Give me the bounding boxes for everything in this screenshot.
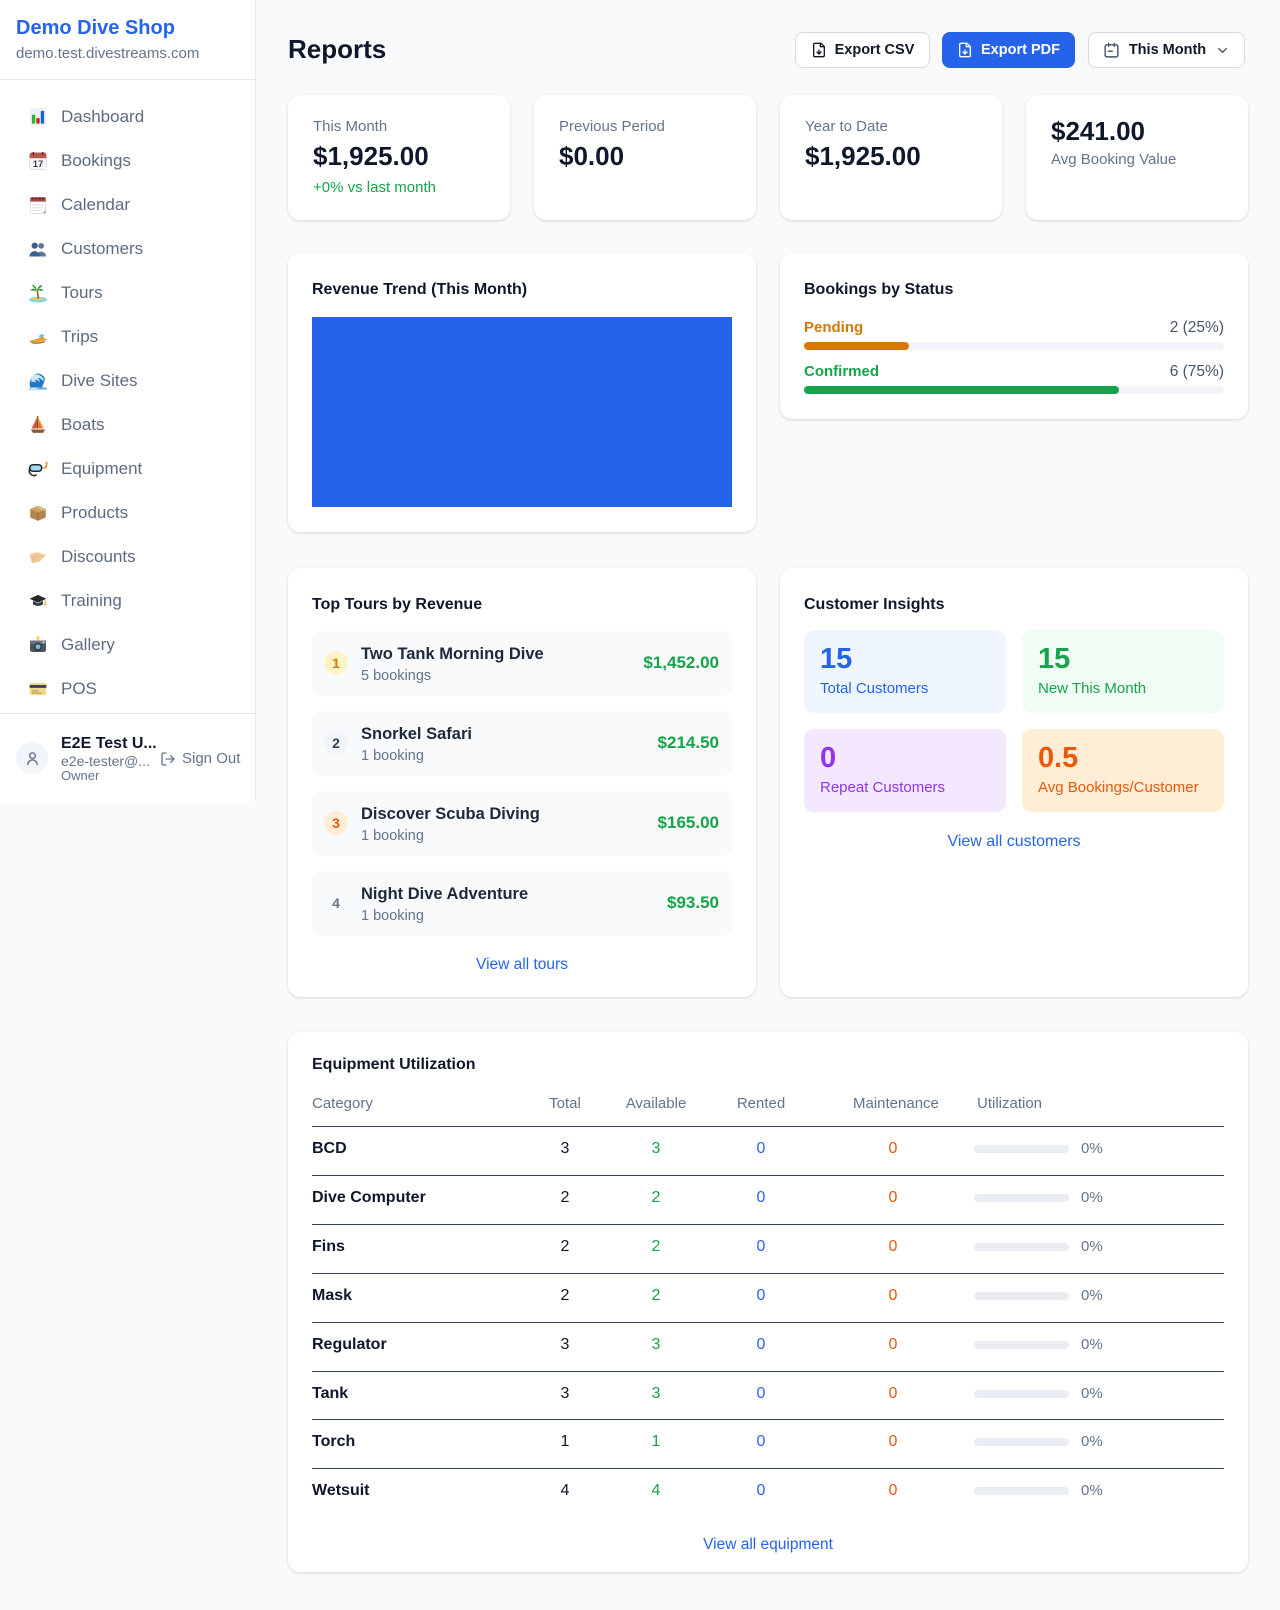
svg-text:17: 17 [33,159,44,170]
